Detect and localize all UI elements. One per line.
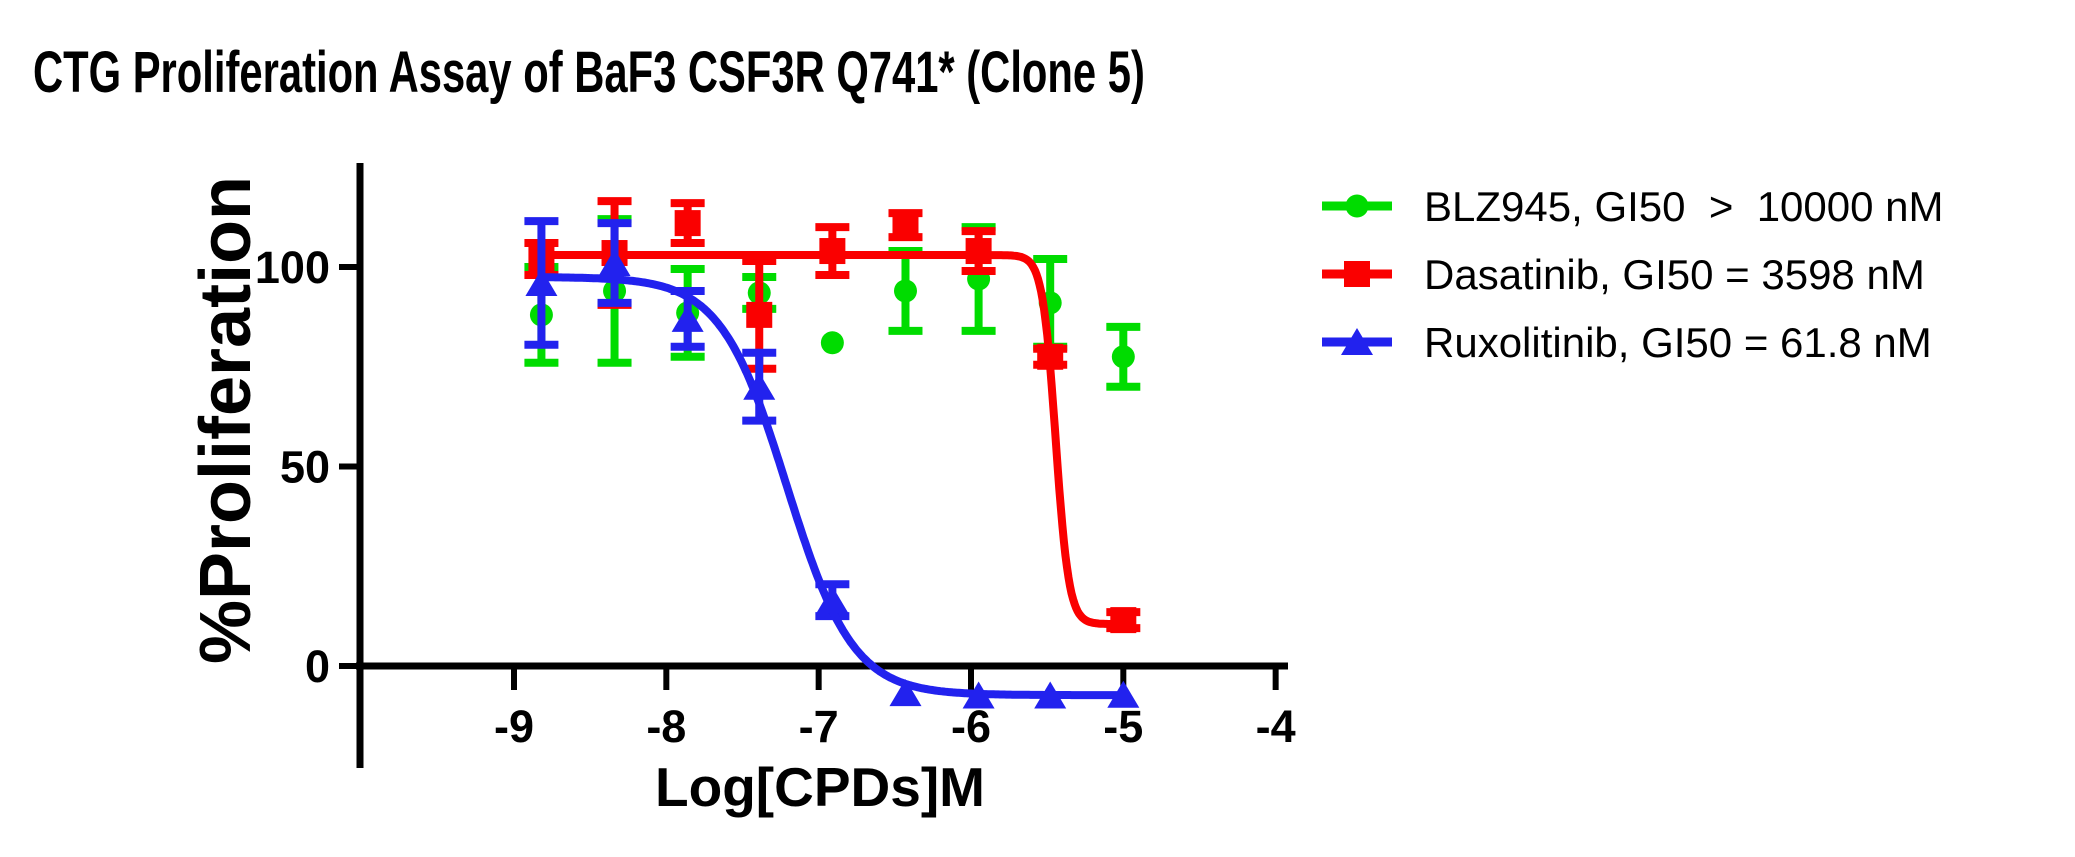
x-tick-label: -5 [1103, 701, 1143, 752]
data-point-triangle [671, 304, 704, 332]
data-point-triangle [743, 372, 776, 400]
data-point-triangle [889, 679, 922, 707]
data-point-triangle [962, 681, 995, 709]
data-series [524, 197, 1141, 709]
data-point-square [746, 301, 773, 328]
y-tick-label: 50 [280, 442, 330, 493]
legend-label: Dasatinib, GI50 = 3598 nM [1424, 251, 1925, 298]
data-point-circle [820, 331, 844, 355]
data-point-circle [893, 279, 917, 303]
x-tick-label: -9 [494, 701, 534, 752]
data-point-triangle [1034, 681, 1067, 709]
legend: BLZ945, GI50 > 10000 nM Dasatinib, GI50 =… [1322, 183, 1944, 366]
data-point-triangle [525, 268, 558, 296]
data-point-circle [1111, 345, 1135, 369]
x-tick-label: -4 [1256, 701, 1296, 752]
legend-item-blz945: BLZ945, GI50 > 10000 nM [1322, 183, 1944, 230]
x-tick-label: -7 [799, 701, 839, 752]
fit-curve-dasatinib [541, 251, 1124, 629]
data-point-square [819, 238, 846, 265]
x-axis-label: Log[CPDs]M [655, 756, 985, 818]
data-point-square [892, 212, 919, 239]
data-point-square [1110, 607, 1137, 634]
axes [356, 163, 1288, 768]
data-point-triangle [598, 249, 631, 277]
x-tick-label: -6 [951, 701, 991, 752]
data-point-triangle [1107, 680, 1140, 708]
series-ruxolitinib [524, 217, 1140, 709]
y-tick-label: 0 [305, 641, 330, 692]
y-tick-label: 100 [255, 242, 330, 293]
legend-label: Ruxolitinib, GI50 = 61.8 nM [1424, 319, 1932, 366]
legend-item-ruxolitinib: Ruxolitinib, GI50 = 61.8 nM [1322, 319, 1932, 366]
legend-item-dasatinib: Dasatinib, GI50 = 3598 nM [1322, 251, 1925, 298]
axis-ticks: -9 -8 -7 -6 -5 -4 0 50 100 [255, 242, 1296, 752]
data-point-triangle [816, 586, 849, 614]
legend-label: BLZ945, GI50 > 10000 nM [1424, 183, 1944, 230]
data-point-triangle [1341, 328, 1373, 355]
data-point-square [674, 210, 701, 237]
data-point-square [1037, 343, 1064, 370]
chart-title: CTG Proliferation Assay of BaF3 CSF3R Q7… [33, 39, 1145, 104]
data-point-square [1344, 261, 1370, 287]
y-axis-label: %Proliferation [186, 176, 266, 664]
data-point-square [965, 238, 992, 265]
x-tick-label: -8 [646, 701, 686, 752]
data-point-circle [1345, 194, 1369, 218]
